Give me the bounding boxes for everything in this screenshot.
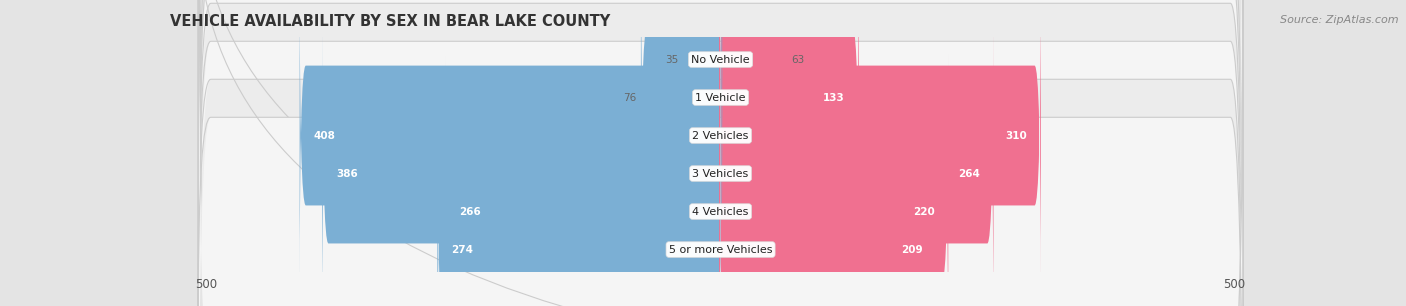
Text: 1 Vehicle: 1 Vehicle bbox=[696, 92, 745, 103]
FancyBboxPatch shape bbox=[198, 0, 1243, 306]
Text: VEHICLE AVAILABILITY BY SEX IN BEAR LAKE COUNTY: VEHICLE AVAILABILITY BY SEX IN BEAR LAKE… bbox=[170, 13, 610, 28]
Text: 209: 209 bbox=[901, 244, 924, 255]
FancyBboxPatch shape bbox=[299, 0, 723, 294]
Text: 408: 408 bbox=[314, 131, 336, 140]
FancyBboxPatch shape bbox=[718, 91, 936, 306]
Text: 386: 386 bbox=[336, 169, 359, 178]
FancyBboxPatch shape bbox=[198, 0, 1243, 306]
Text: 220: 220 bbox=[912, 207, 935, 217]
Text: 264: 264 bbox=[957, 169, 980, 178]
Text: 2 Vehicles: 2 Vehicles bbox=[692, 131, 749, 140]
Text: 5 or more Vehicles: 5 or more Vehicles bbox=[669, 244, 772, 255]
FancyBboxPatch shape bbox=[683, 0, 723, 218]
FancyBboxPatch shape bbox=[437, 91, 723, 306]
FancyBboxPatch shape bbox=[718, 15, 994, 306]
FancyBboxPatch shape bbox=[718, 0, 1040, 294]
Text: 274: 274 bbox=[451, 244, 474, 255]
FancyBboxPatch shape bbox=[198, 0, 1243, 306]
Text: 63: 63 bbox=[792, 54, 804, 65]
FancyBboxPatch shape bbox=[641, 0, 723, 256]
Text: 35: 35 bbox=[665, 54, 679, 65]
FancyBboxPatch shape bbox=[198, 0, 1243, 306]
Text: 133: 133 bbox=[823, 92, 845, 103]
FancyBboxPatch shape bbox=[446, 54, 723, 306]
FancyBboxPatch shape bbox=[718, 0, 859, 256]
Text: 3 Vehicles: 3 Vehicles bbox=[692, 169, 749, 178]
Text: 76: 76 bbox=[623, 92, 637, 103]
Text: Source: ZipAtlas.com: Source: ZipAtlas.com bbox=[1281, 15, 1399, 25]
FancyBboxPatch shape bbox=[198, 0, 1243, 306]
Text: No Vehicle: No Vehicle bbox=[692, 54, 749, 65]
FancyBboxPatch shape bbox=[718, 54, 948, 306]
Text: 266: 266 bbox=[460, 207, 481, 217]
FancyBboxPatch shape bbox=[718, 0, 787, 218]
Text: 4 Vehicles: 4 Vehicles bbox=[692, 207, 749, 217]
Text: 310: 310 bbox=[1005, 131, 1026, 140]
FancyBboxPatch shape bbox=[322, 15, 723, 306]
FancyBboxPatch shape bbox=[198, 0, 1243, 306]
